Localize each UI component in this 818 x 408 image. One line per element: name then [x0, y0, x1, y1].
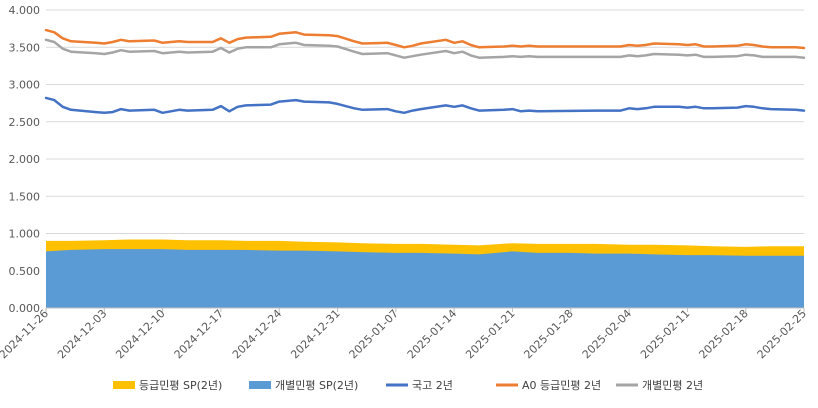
legend-label: 개별민평 2년	[642, 379, 703, 392]
x-tick-label: 2024-11-26	[0, 307, 51, 361]
line-series	[44, 38, 806, 59]
area-layer	[46, 239, 804, 308]
x-tick-label: 2024-12-17	[172, 307, 226, 361]
legend-swatch	[249, 381, 271, 389]
line-series	[44, 96, 806, 115]
legend-label: 국고 2년	[412, 379, 453, 392]
y-tick-label: 4.000	[9, 4, 41, 17]
y-tick-label: 0.000	[9, 302, 41, 315]
x-tick-label: 2025-02-11	[638, 307, 692, 361]
y-tick-label: 2.500	[9, 116, 41, 129]
y-tick-label: 2.000	[9, 153, 41, 166]
y-tick-label: 3.000	[9, 79, 41, 92]
legend-label: 등급민평 SP(2년)	[139, 379, 222, 392]
grid-layer	[46, 9, 804, 272]
legend-label: 개별민평 SP(2년)	[275, 379, 358, 392]
y-tick-label: 1.500	[9, 190, 41, 203]
legend-label: A0 등급민평 2년	[522, 379, 601, 392]
line-series	[44, 28, 806, 50]
x-tick-label: 2025-02-18	[696, 307, 750, 361]
legend: 등급민평 SP(2년) 개별민평 SP(2년) 국고 2년 A0 등급민평 2년 개별민…	[113, 379, 703, 392]
x-tick-label: 2025-01-14	[405, 307, 459, 361]
x-tick-label: 2025-02-04	[580, 307, 634, 361]
line-layer	[44, 28, 806, 115]
area-series	[46, 249, 804, 308]
x-tick-label: 2025-02-25	[755, 307, 809, 361]
x-tick-label: 2024-12-24	[230, 307, 284, 361]
legend-swatch	[113, 381, 135, 389]
x-tick-label: 2025-01-28	[521, 307, 575, 361]
y-tick-label: 3.500	[9, 41, 41, 54]
x-tick-label: 2024-12-31	[288, 307, 342, 361]
y-tick-label: 0.500	[9, 265, 41, 278]
x-tick-label: 2025-01-07	[347, 307, 401, 361]
x-tick-label: 2024-12-03	[55, 307, 109, 361]
x-tick-label: 2024-12-10	[113, 307, 167, 361]
y-tick-label: 1.000	[9, 228, 41, 241]
x-tick-label: 2025-01-21	[463, 307, 517, 361]
